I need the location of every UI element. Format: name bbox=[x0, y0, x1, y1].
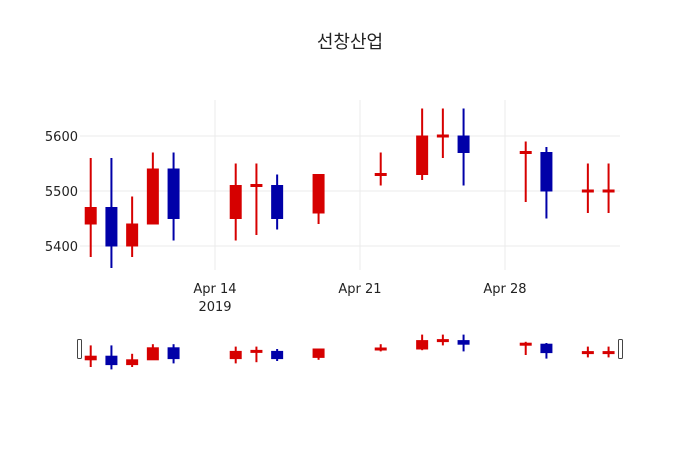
candle[interactable] bbox=[374, 152, 387, 186]
candle[interactable] bbox=[519, 341, 532, 355]
chart-title: 선창산업 bbox=[317, 32, 383, 53]
range-slider-left-handle[interactable] bbox=[77, 339, 82, 359]
candle[interactable] bbox=[250, 163, 263, 236]
range-slider-right-handle[interactable] bbox=[618, 339, 623, 359]
candle[interactable] bbox=[229, 163, 242, 241]
candle[interactable] bbox=[581, 346, 594, 358]
candle[interactable] bbox=[416, 108, 429, 181]
candle[interactable] bbox=[519, 141, 532, 203]
candle[interactable] bbox=[581, 163, 594, 214]
candle[interactable] bbox=[271, 174, 284, 230]
candle[interactable] bbox=[540, 147, 553, 219]
candle[interactable] bbox=[146, 344, 159, 361]
candle[interactable] bbox=[167, 152, 180, 241]
candle[interactable] bbox=[436, 334, 449, 346]
range-slider[interactable] bbox=[77, 334, 623, 370]
candle[interactable] bbox=[250, 346, 263, 363]
candle[interactable] bbox=[167, 344, 180, 364]
candle[interactable] bbox=[84, 345, 97, 367]
candle[interactable] bbox=[271, 349, 284, 361]
candle[interactable] bbox=[146, 152, 159, 225]
candle[interactable] bbox=[374, 344, 387, 352]
candle[interactable] bbox=[457, 334, 470, 352]
x-tick-label: Apr 21 bbox=[338, 282, 381, 297]
candles[interactable] bbox=[84, 108, 615, 269]
candle[interactable] bbox=[602, 163, 615, 214]
candle[interactable] bbox=[602, 346, 615, 358]
x-tick-label: 2019 bbox=[198, 300, 231, 315]
candle[interactable] bbox=[105, 158, 118, 268]
y-axis: 5400 5500 5600 bbox=[45, 130, 78, 255]
x-tick-label: Apr 28 bbox=[483, 282, 526, 297]
candle[interactable] bbox=[436, 108, 449, 159]
y-tick-label: 5500 bbox=[45, 185, 78, 200]
candle[interactable] bbox=[229, 346, 242, 364]
candle[interactable] bbox=[105, 345, 118, 370]
y-tick-label: 5600 bbox=[45, 130, 78, 145]
candle[interactable] bbox=[312, 348, 325, 360]
candle[interactable] bbox=[126, 353, 139, 367]
candle[interactable] bbox=[126, 196, 139, 258]
x-tick-label: Apr 14 bbox=[193, 282, 236, 297]
candle[interactable] bbox=[540, 343, 553, 359]
candle[interactable] bbox=[457, 108, 470, 186]
y-tick-label: 5400 bbox=[45, 240, 78, 255]
candle[interactable] bbox=[84, 158, 97, 257]
candle[interactable] bbox=[312, 174, 325, 225]
gridlines bbox=[80, 100, 620, 270]
candle[interactable] bbox=[416, 334, 429, 351]
x-axis: Apr 14 2019 Apr 21 Apr 28 bbox=[193, 282, 526, 315]
